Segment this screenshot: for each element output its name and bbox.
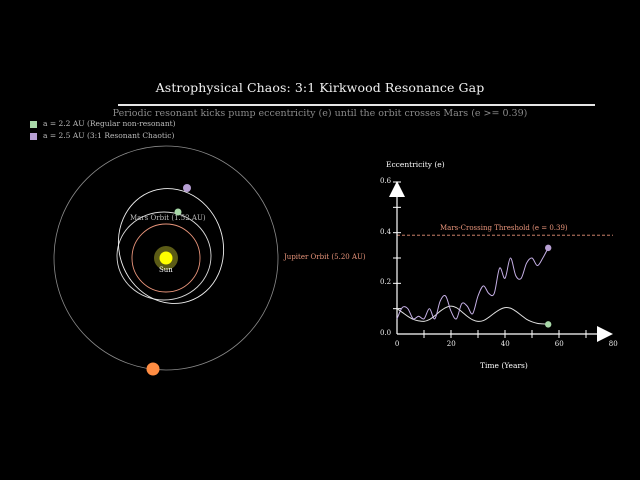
figure-title: Astrophysical Chaos: 3:1 Kirkwood Resona… [155, 80, 485, 95]
title-underline [118, 104, 595, 106]
y-tick-label: 0.0 [380, 329, 392, 337]
series-chaotic-line [396, 247, 549, 320]
figure-subtitle: Periodic resonant kicks pump eccentricit… [112, 108, 528, 119]
axis-ticks [393, 181, 587, 338]
y-tick-label: 0.4 [380, 227, 392, 236]
legend-label-regular: a = 2.2 AU (Regular non-resonant) [43, 119, 176, 128]
sun-label: Sun [159, 266, 173, 274]
series-regular-end-marker [545, 321, 552, 328]
mars-orbit-label: Mars Orbit (1.52 AU) [130, 214, 206, 222]
x-tick-label: 20 [446, 340, 456, 348]
series-group [396, 244, 552, 328]
legend-item-chaotic: a = 2.5 AU (3:1 Resonant Chaotic) [30, 130, 176, 142]
series-chaotic-end-marker [545, 244, 552, 252]
threshold-label: Mars-Crossing Threshold (e = 0.39) [440, 224, 568, 232]
regular-asteroid [174, 208, 182, 216]
x-tick-label: 0 [394, 340, 400, 348]
eccentricity-chart [389, 181, 613, 342]
legend-swatch-regular [30, 120, 37, 128]
series-regular-line [396, 305, 549, 325]
legend-item-regular: a = 2.2 AU (Regular non-resonant) [30, 118, 176, 130]
legend-swatch-chaotic [30, 132, 37, 140]
x-axis-title: Time (Years) [480, 361, 528, 370]
legend: a = 2.2 AU (Regular non-resonant) a = 2.… [30, 118, 176, 142]
mars-orbit [131, 223, 201, 293]
chaotic-asteroid [183, 184, 191, 192]
jupiter-orbit-label: Jupiter Orbit (5.20 AU) [284, 253, 366, 261]
chaotic-asteroid-orbit [117, 188, 225, 304]
x-tick-label: 40 [500, 340, 510, 348]
y-tick-label: 0.2 [380, 278, 392, 287]
y-axis-arrow [389, 181, 405, 197]
regular-asteroid-orbit [116, 211, 212, 301]
y-tick-label: 0.6 [380, 177, 392, 185]
x-tick-label: 80 [608, 340, 618, 348]
sun [159, 251, 173, 265]
jupiter-orbit [53, 145, 279, 371]
legend-label-chaotic: a = 2.5 AU (3:1 Resonant Chaotic) [43, 131, 175, 140]
x-tick-label: 60 [554, 340, 564, 348]
y-axis-title: Eccentricity (e) [386, 160, 445, 169]
x-axis-arrow [597, 326, 613, 342]
jupiter [146, 362, 160, 376]
orbit-diagram [53, 145, 279, 376]
